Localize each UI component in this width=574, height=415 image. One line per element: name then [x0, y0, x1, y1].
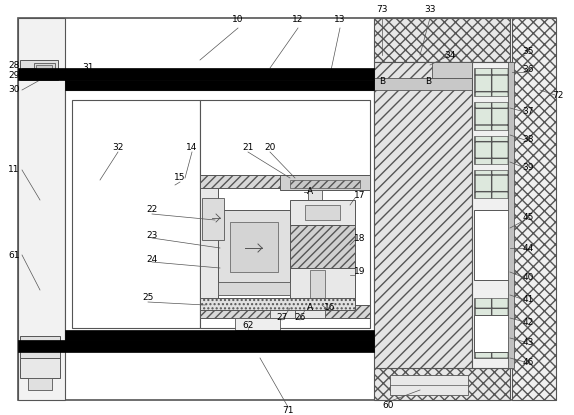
Bar	[305, 205, 340, 220]
Text: B: B	[425, 78, 431, 86]
Bar	[474, 315, 510, 352]
Text: 25: 25	[142, 293, 154, 303]
Bar	[474, 136, 510, 164]
Text: 24: 24	[146, 256, 158, 264]
Bar	[200, 100, 370, 328]
Bar	[230, 222, 278, 272]
Bar	[20, 336, 60, 358]
Text: 20: 20	[264, 144, 276, 152]
Text: 72: 72	[552, 90, 564, 100]
Bar	[218, 282, 290, 295]
Text: 61: 61	[8, 251, 20, 259]
Text: 34: 34	[444, 51, 456, 59]
Text: 43: 43	[522, 337, 534, 347]
Text: 19: 19	[354, 268, 366, 276]
Bar	[310, 270, 325, 305]
Bar	[474, 68, 510, 96]
Bar	[18, 68, 374, 80]
Bar	[200, 305, 370, 318]
Bar	[474, 330, 510, 358]
Bar	[432, 62, 472, 78]
Bar	[218, 210, 290, 285]
Text: 17: 17	[354, 190, 366, 200]
Text: B: B	[379, 78, 385, 86]
Bar	[290, 268, 355, 305]
Text: 15: 15	[174, 173, 186, 183]
Text: 16: 16	[324, 303, 336, 312]
Bar	[390, 375, 468, 395]
Bar	[374, 62, 472, 368]
Bar	[28, 378, 52, 390]
Text: 10: 10	[232, 15, 244, 24]
Bar	[65, 90, 374, 340]
Text: A: A	[307, 188, 313, 196]
Text: 13: 13	[334, 15, 346, 24]
Text: 28: 28	[8, 61, 20, 69]
Text: 27: 27	[276, 313, 288, 322]
Bar	[290, 225, 355, 268]
Bar	[280, 175, 370, 190]
Bar	[200, 188, 218, 305]
Bar	[34, 63, 55, 76]
Text: 14: 14	[187, 144, 197, 152]
Text: 36: 36	[522, 66, 534, 75]
Bar	[65, 80, 374, 90]
Text: 46: 46	[522, 357, 534, 366]
Text: 22: 22	[146, 205, 158, 215]
Text: 32: 32	[113, 144, 123, 152]
Text: 26: 26	[294, 313, 306, 322]
Bar	[200, 298, 355, 310]
Text: 38: 38	[522, 136, 534, 144]
Bar	[270, 305, 295, 318]
Text: 21: 21	[242, 144, 254, 152]
Text: 11: 11	[8, 166, 20, 174]
Text: 42: 42	[522, 317, 534, 327]
Text: 12: 12	[292, 15, 304, 24]
Bar	[235, 318, 280, 330]
Text: 41: 41	[522, 295, 534, 305]
Bar	[374, 368, 510, 400]
Text: 37: 37	[522, 107, 534, 117]
Text: 18: 18	[354, 234, 366, 242]
Text: 62: 62	[242, 320, 254, 330]
Text: 29: 29	[8, 71, 20, 80]
Text: 33: 33	[424, 5, 436, 15]
Bar	[290, 200, 355, 225]
Bar	[474, 210, 510, 280]
Text: 71: 71	[282, 405, 294, 415]
Bar	[472, 62, 512, 368]
Bar	[18, 340, 374, 352]
Text: A: A	[307, 303, 313, 312]
Bar	[18, 18, 65, 400]
Bar	[308, 190, 322, 312]
Bar	[202, 198, 224, 240]
Text: 31: 31	[82, 63, 94, 73]
Text: 45: 45	[522, 213, 534, 222]
Text: 39: 39	[522, 164, 534, 173]
Bar	[512, 18, 556, 400]
Bar	[65, 330, 374, 340]
Bar	[508, 62, 514, 368]
Bar	[474, 298, 510, 326]
Bar	[474, 102, 510, 130]
Bar	[36, 65, 52, 74]
Bar	[290, 180, 360, 188]
Text: 23: 23	[146, 230, 158, 239]
Bar	[295, 305, 325, 318]
Text: 60: 60	[382, 400, 394, 410]
Text: 40: 40	[522, 273, 534, 283]
Bar	[474, 170, 510, 198]
Bar	[72, 100, 200, 328]
Bar	[200, 175, 370, 188]
Bar	[374, 78, 472, 90]
Text: 35: 35	[522, 47, 534, 56]
Bar	[20, 60, 58, 80]
Text: 73: 73	[376, 5, 388, 15]
Text: 44: 44	[522, 244, 534, 252]
Text: 30: 30	[8, 85, 20, 95]
Bar	[374, 18, 510, 62]
Bar	[20, 358, 60, 378]
